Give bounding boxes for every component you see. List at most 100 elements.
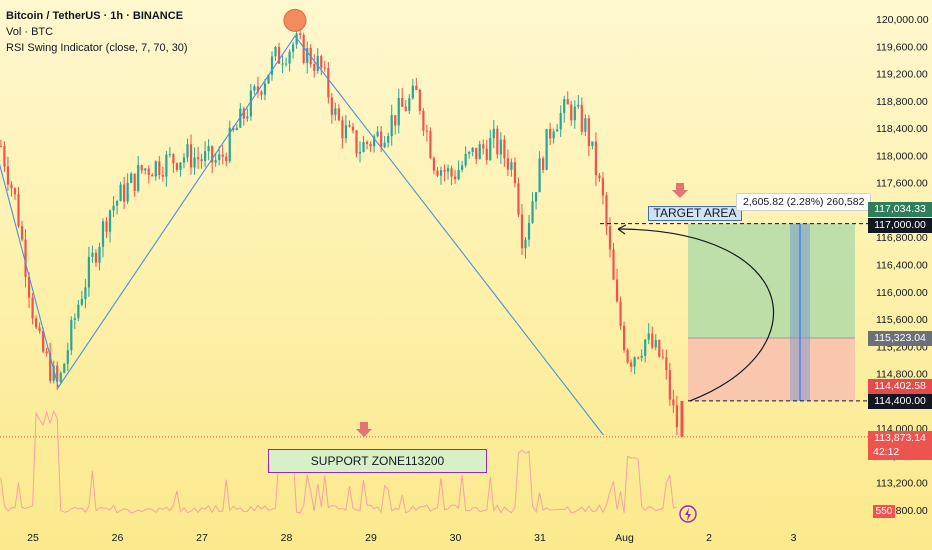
candle [38, 327, 41, 332]
candle [619, 301, 622, 326]
candle [506, 158, 509, 170]
date-tick-label: 26 [112, 532, 124, 544]
candle [351, 126, 355, 131]
price-tick-label: 117,600.00 [876, 178, 928, 190]
candle [355, 130, 358, 154]
candle [3, 146, 6, 167]
price-tick-label: 113,200.00 [876, 478, 928, 490]
candle [622, 325, 626, 351]
candle [534, 192, 538, 202]
candle [267, 74, 270, 84]
candles [0, 23, 684, 437]
candle [570, 104, 573, 121]
candle [612, 249, 615, 280]
candle [496, 128, 499, 155]
stop-zone [688, 337, 855, 401]
candle [49, 353, 52, 381]
candle [330, 97, 333, 115]
volume-line [0, 409, 677, 514]
candle [348, 125, 351, 127]
candle [418, 89, 421, 111]
zigzag-line [0, 35, 604, 436]
position-zones [688, 223, 855, 401]
candle [464, 153, 467, 166]
candle [489, 138, 492, 160]
price-tick-label: 119,200.00 [876, 69, 928, 81]
candle [24, 239, 27, 277]
candle [175, 163, 179, 170]
candle [644, 339, 647, 356]
candle [453, 176, 457, 180]
candle [327, 68, 330, 98]
measure-readout: 2,605.82 (2.28%) 260,582 [736, 193, 872, 211]
candle [591, 141, 594, 146]
candle [432, 158, 436, 171]
candle [637, 357, 640, 359]
candle [200, 159, 203, 162]
candle [520, 214, 524, 249]
candle [337, 108, 340, 121]
candle [249, 90, 252, 117]
candle [605, 195, 608, 227]
candle [531, 201, 534, 223]
candle [270, 56, 274, 75]
support-zone-label[interactable]: SUPPORT ZONE113200 [268, 449, 487, 473]
candle [390, 115, 393, 137]
candle [661, 356, 664, 358]
candle [316, 56, 319, 71]
candle [376, 131, 379, 137]
candle [130, 173, 133, 183]
candle [411, 85, 414, 99]
candle [323, 67, 326, 69]
candle [256, 86, 260, 92]
indicator-legend[interactable]: RSI Swing Indicator (close, 7, 70, 30) [6, 42, 188, 54]
candle [397, 97, 400, 126]
candle [475, 147, 478, 160]
overlays [0, 8, 868, 523]
price-tick-label: 120,000.00 [876, 14, 929, 26]
candle [358, 151, 362, 154]
price-tick-label: 114,800.00 [876, 369, 928, 381]
candle [313, 64, 316, 71]
candle [510, 162, 513, 170]
target-area-label[interactable]: TARGET AREA [648, 206, 742, 221]
price-tick-label: 118,400.00 [876, 123, 928, 135]
projection-curve [617, 228, 775, 402]
candle [228, 127, 231, 162]
candle [394, 115, 397, 126]
candle [380, 131, 383, 148]
lightning-bolt-icon [685, 508, 691, 521]
target-arrow [672, 183, 688, 198]
candle [538, 158, 541, 193]
date-tick-label: 3 [791, 532, 797, 544]
candle [334, 108, 337, 115]
date-tick-label: 25 [27, 532, 39, 544]
date-tick-label: 31 [534, 532, 546, 544]
candle [284, 63, 288, 65]
candle [207, 146, 210, 152]
candle [31, 297, 34, 319]
candle [225, 156, 228, 162]
candle [344, 125, 348, 139]
candle [299, 33, 302, 36]
date-tick-label: 29 [365, 532, 377, 544]
candle [341, 120, 344, 139]
candle [253, 86, 256, 91]
candle [608, 226, 612, 250]
candle [577, 104, 580, 107]
symbol-title[interactable]: Bitcoin / TetherUS · 1h · BINANCE [6, 10, 184, 22]
candle [17, 194, 20, 227]
candle [499, 139, 502, 155]
volume-legend[interactable]: Vol · BTC [6, 26, 54, 38]
candle [6, 166, 10, 185]
candle [654, 340, 657, 348]
candle [482, 144, 485, 149]
candle [457, 169, 460, 180]
price-tick-label: 119,600.00 [876, 41, 928, 53]
candle [161, 174, 164, 177]
candle [503, 139, 506, 159]
candle [436, 170, 439, 176]
candle [52, 365, 55, 381]
